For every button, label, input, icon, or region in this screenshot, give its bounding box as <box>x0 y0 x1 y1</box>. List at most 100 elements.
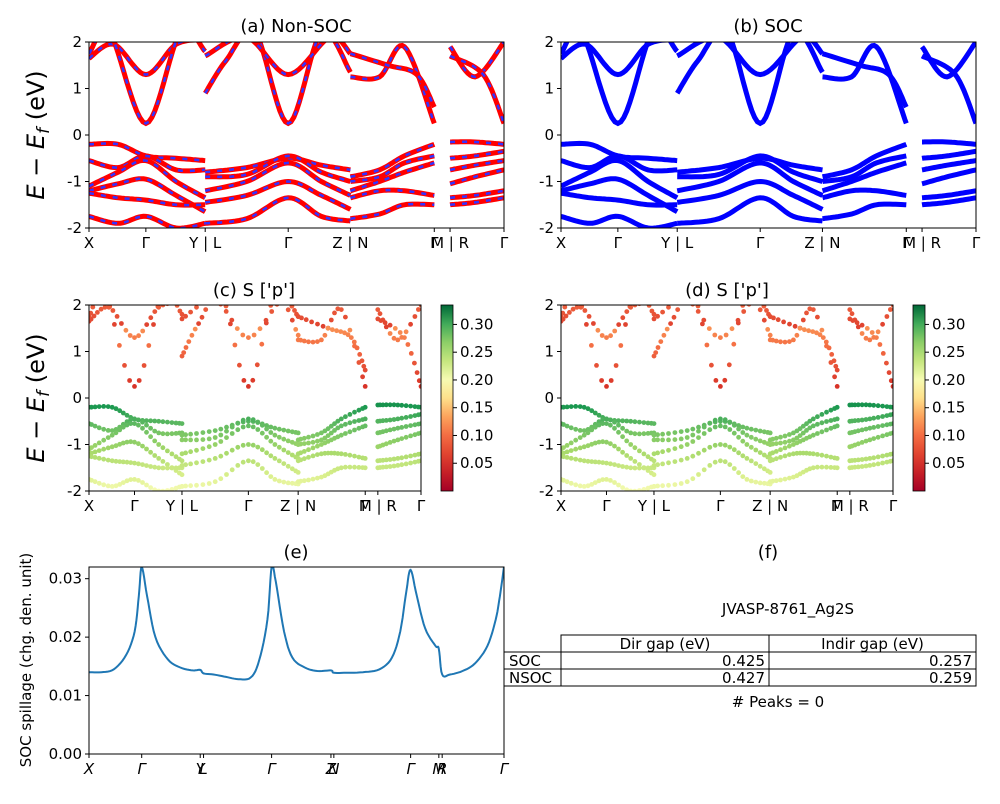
band-point <box>632 431 638 437</box>
band-point <box>744 442 750 447</box>
band-point <box>194 482 199 488</box>
band-point <box>165 488 170 491</box>
band-point <box>589 408 595 414</box>
y-tick-label: 2 <box>72 296 82 314</box>
band-point <box>855 402 861 408</box>
band-point <box>828 407 834 413</box>
band-point <box>387 440 393 445</box>
band-point <box>600 439 606 445</box>
band-point <box>343 314 348 320</box>
band-point <box>96 448 102 453</box>
band-point <box>618 343 624 348</box>
band-point <box>787 452 792 457</box>
band-point <box>573 437 579 443</box>
band-point <box>748 426 754 432</box>
band-point <box>140 328 146 334</box>
y-tick-label: 2 <box>72 33 82 51</box>
y-tick-label: 0.02 <box>49 628 82 646</box>
band-point <box>589 343 594 348</box>
x-tick-label: X <box>556 234 566 252</box>
band-point <box>655 313 660 319</box>
band-point <box>387 402 393 408</box>
band-point <box>223 309 229 314</box>
band-point <box>632 305 638 308</box>
band-point <box>599 378 604 383</box>
band-point <box>338 416 344 422</box>
band-point <box>581 484 587 489</box>
band-point <box>200 482 206 487</box>
band-point <box>264 434 269 440</box>
band-point <box>573 482 579 488</box>
band-point <box>690 476 696 482</box>
band-point <box>731 422 737 428</box>
band-point <box>620 418 625 424</box>
band-point <box>637 431 642 437</box>
band-point <box>155 305 161 309</box>
band-point <box>757 450 763 455</box>
band-point <box>800 317 806 323</box>
band-point <box>880 453 885 459</box>
band-point <box>181 350 187 355</box>
band-point <box>632 293 637 298</box>
band-point <box>179 421 185 426</box>
band-point <box>120 459 126 465</box>
band-point <box>183 345 189 350</box>
band-point <box>819 327 825 333</box>
band-point <box>105 435 111 440</box>
band-point <box>414 370 420 375</box>
band-point <box>152 309 158 314</box>
band-point <box>592 440 598 446</box>
band-point <box>564 449 570 455</box>
band-point <box>628 488 634 491</box>
band-point <box>660 483 665 489</box>
band-point <box>797 433 803 438</box>
band-point <box>586 314 592 319</box>
band-point <box>690 305 695 307</box>
band-point <box>757 438 763 444</box>
band-point <box>179 451 185 457</box>
band-point <box>315 475 320 481</box>
band-point <box>867 337 873 343</box>
band-point <box>268 430 274 435</box>
band-point <box>651 432 657 438</box>
band-point <box>160 465 166 471</box>
band-line <box>821 141 908 180</box>
band-point <box>274 305 280 307</box>
band-point <box>218 305 223 307</box>
band-point <box>235 463 241 468</box>
band-point <box>604 477 609 482</box>
band-point <box>701 467 707 473</box>
x-tick-label: Γ <box>244 497 253 515</box>
band-point <box>884 404 890 409</box>
band-point <box>695 305 701 309</box>
band-point <box>890 384 893 389</box>
band-point <box>136 378 142 383</box>
band-point <box>672 430 678 435</box>
band-point <box>646 305 652 308</box>
band-point <box>791 430 796 436</box>
band-point <box>608 417 613 423</box>
band-point <box>877 342 883 347</box>
band-point <box>828 425 834 431</box>
band-point <box>787 432 792 437</box>
band-point <box>310 439 316 445</box>
band-point <box>791 337 796 343</box>
band-point <box>229 424 235 430</box>
band-point <box>347 420 353 426</box>
band-point <box>806 328 811 334</box>
band-point <box>132 460 137 466</box>
band-line <box>676 178 824 212</box>
band-point <box>383 457 389 463</box>
x-tick-label: Y | L <box>660 234 694 252</box>
band-point <box>399 415 405 421</box>
band-point <box>405 342 411 347</box>
band-point <box>880 460 885 466</box>
band-point <box>867 425 873 431</box>
y-tick-label: -2 <box>539 219 554 237</box>
band-point <box>281 436 287 442</box>
band-line-dash <box>205 154 351 183</box>
band-point <box>731 430 737 436</box>
band-point <box>112 322 117 327</box>
band-point <box>632 445 638 451</box>
